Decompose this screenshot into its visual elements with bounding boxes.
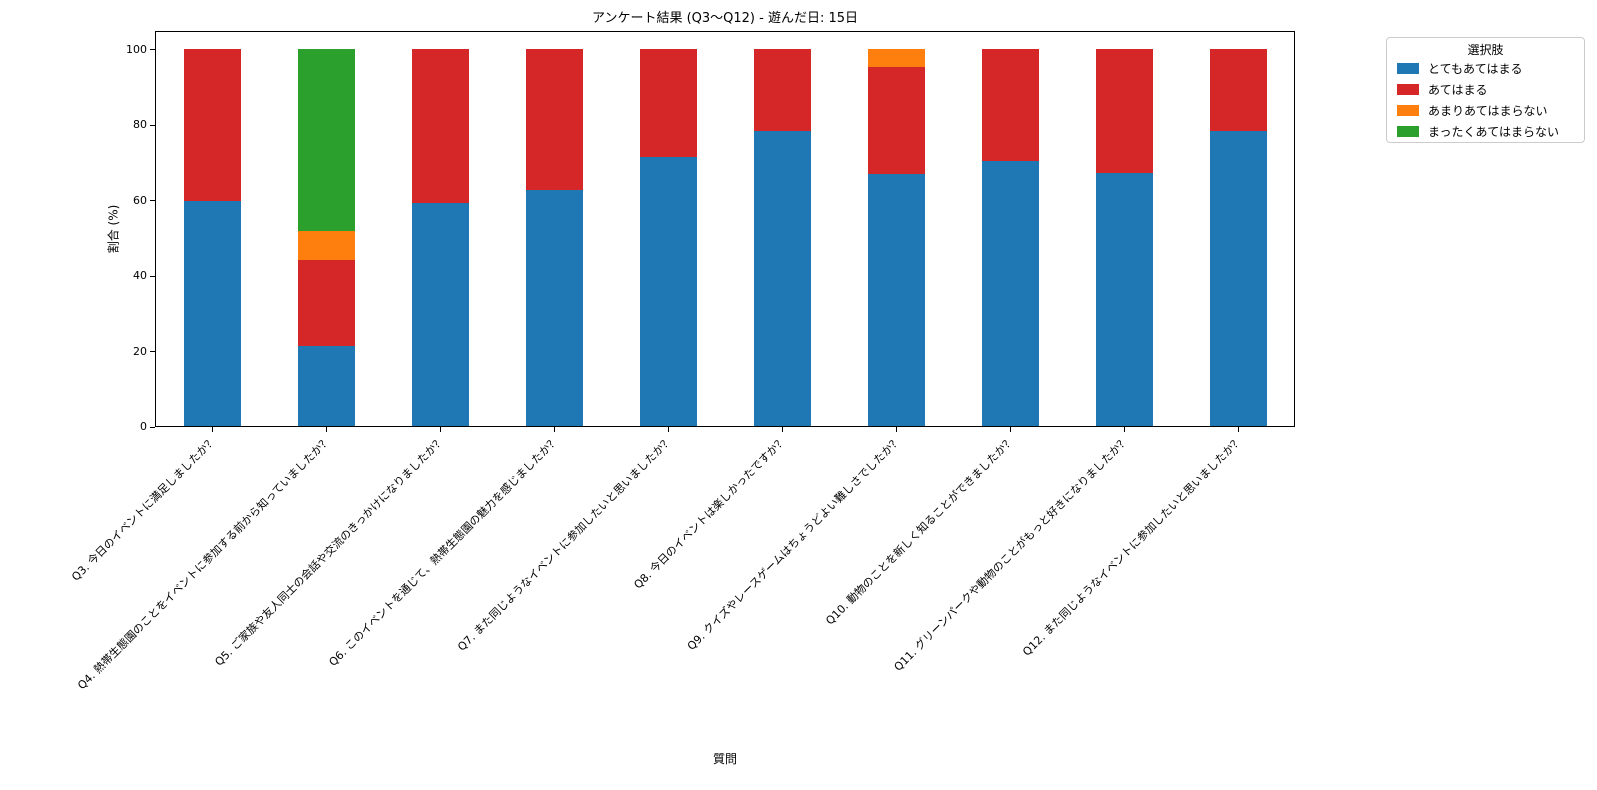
bar-segment <box>1095 173 1153 426</box>
chart-title: アンケート結果 (Q3〜Q12) - 遊んだ日: 15日 <box>591 11 859 26</box>
legend-title: 選択肢 <box>1467 43 1504 57</box>
legend-item: あまりあてはまらない <box>1387 100 1584 121</box>
x-tick-label: Q7. また同じようなイベントに参加したいと思いましたか？ <box>455 434 676 654</box>
x-tick <box>781 427 783 432</box>
bar-segment <box>1209 131 1267 426</box>
x-tick-label: Q6. このイベントを通じて、熱帯生態園の魅力を感じましたか？ <box>326 434 562 669</box>
legend-item: あてはまる <box>1387 79 1584 100</box>
x-tick <box>1009 427 1011 432</box>
bar-segment <box>753 131 811 426</box>
bar-segment <box>297 48 355 232</box>
x-tick-label: Q5. ご家族や友人同士の会話や交流のきっかけになりましたか？ <box>212 434 448 669</box>
bar-segment <box>981 160 1039 426</box>
x-tick-label: Q10. 動物のことを新しく知ることができましたか？ <box>823 434 1018 628</box>
x-tick <box>1123 427 1125 432</box>
x-tick <box>553 427 555 432</box>
bar-segment <box>867 48 925 67</box>
legend-swatch <box>1397 63 1419 74</box>
legend-item-label: まったくあてはまらない <box>1428 125 1560 139</box>
bar-segment <box>411 48 469 203</box>
bar-segment <box>1209 48 1267 132</box>
bar-segment <box>867 66 925 175</box>
bar-segment <box>1095 48 1153 174</box>
bar-segment <box>753 48 811 132</box>
bar-segment <box>183 48 241 202</box>
bar-segment <box>411 202 469 426</box>
legend-swatch <box>1397 84 1419 95</box>
bar-segment <box>525 190 583 426</box>
legend-item: とてもあてはまる <box>1387 58 1584 79</box>
legend-item-label: あまりあてはまらない <box>1428 104 1548 118</box>
x-tick <box>211 427 213 432</box>
y-tick <box>150 200 155 202</box>
bar-segment <box>297 259 355 347</box>
bar-segment <box>525 48 583 191</box>
legend: 選択肢 とてもあてはまる あてはまるあまりあてはまらない まったくあてはまらない <box>1386 37 1585 143</box>
y-tick-label: 0 <box>140 420 147 433</box>
x-tick <box>439 427 441 432</box>
x-tick-label: Q4. 熱帯生態園のことをイベントに参加する前から知っていましたか？ <box>75 434 334 693</box>
legend-item: まったくあてはまらない <box>1387 121 1584 142</box>
legend-swatch <box>1397 105 1419 116</box>
x-tick <box>1237 427 1239 432</box>
y-tick <box>150 275 155 277</box>
y-tick <box>150 426 155 428</box>
x-tick-label: Q9. クイズやレースゲームはちょうどよい難しさでしたか？ <box>684 434 904 653</box>
x-tick <box>667 427 669 432</box>
bar-segment <box>981 48 1039 161</box>
bar-segment <box>297 346 355 426</box>
bar-segment <box>639 48 697 157</box>
bar-segment <box>639 156 697 426</box>
y-tick-label: 40 <box>133 269 147 283</box>
y-tick-label: 60 <box>133 193 147 207</box>
y-tick-label: 80 <box>133 118 147 132</box>
x-axis-label: 質問 <box>712 752 737 766</box>
legend-swatch <box>1397 126 1419 137</box>
y-axis-label: 割合 (%) <box>106 204 121 254</box>
x-tick-label: Q11. グリーンパークや動物のことがもっと好きになりましたか？ <box>891 434 1132 674</box>
x-tick <box>895 427 897 432</box>
y-tick-label: 20 <box>133 344 147 358</box>
x-tick-label: Q12. また同じようなイベントに参加したいと思いましたか？ <box>1020 434 1246 659</box>
bar-segment <box>183 201 241 426</box>
plot-area <box>155 31 1295 427</box>
legend-items: とてもあてはまる あてはまるあまりあてはまらない まったくあてはまらない <box>1387 58 1584 142</box>
y-tick <box>150 49 155 51</box>
y-tick-label: 100 <box>126 42 147 56</box>
bar-segment <box>867 174 925 426</box>
y-tick <box>150 351 155 353</box>
legend-item-label: とてもあてはまる <box>1428 62 1523 76</box>
y-tick <box>150 124 155 126</box>
legend-item-label: あてはまる <box>1428 83 1488 97</box>
bar-segment <box>297 231 355 260</box>
x-tick <box>325 427 327 432</box>
